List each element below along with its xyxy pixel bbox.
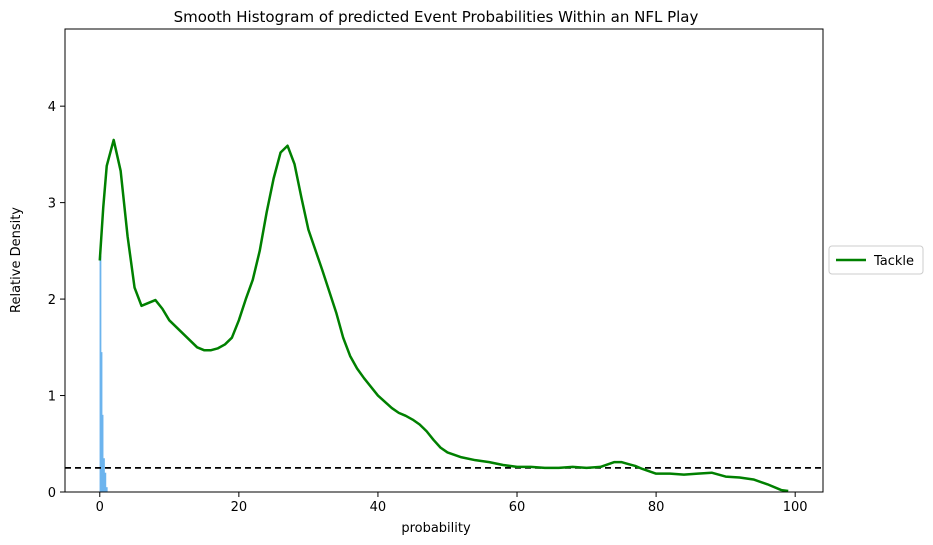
x-axis-label: probability	[401, 521, 471, 536]
legend-box	[828, 245, 924, 275]
plot-frame	[64, 28, 824, 493]
series-line-tackle	[98, 138, 789, 493]
x-axis: 0 20 40 60 80 100	[96, 492, 808, 515]
histogram-bar	[101, 414, 104, 492]
legend-label-tackle: Tackle	[873, 254, 914, 269]
x-tick-label: 80	[648, 500, 665, 515]
histogram-bar	[99, 255, 102, 492]
x-tick-label: 40	[370, 500, 387, 515]
histogram-bar	[100, 352, 103, 492]
plot-area	[65, 138, 823, 493]
y-tick-label: 1	[48, 390, 56, 405]
histogram-bar	[103, 458, 105, 492]
x-tick-label: 60	[509, 500, 526, 515]
legend: Tackle	[828, 245, 924, 275]
y-tick-label: 4	[48, 100, 56, 115]
x-tick-label: 0	[96, 500, 104, 515]
x-tick-label: 100	[783, 500, 808, 515]
y-axis-label: Relative Density	[9, 207, 24, 313]
histogram-bars	[99, 255, 108, 492]
histogram-bar	[105, 487, 108, 492]
y-tick-label: 3	[48, 197, 56, 212]
chart-title: Smooth Histogram of predicted Event Prob…	[174, 8, 699, 26]
y-tick-label: 2	[48, 293, 56, 308]
x-tick-label: 20	[231, 500, 248, 515]
y-axis: 0 1 2 3 4	[48, 100, 65, 501]
histogram-bar	[104, 472, 107, 492]
y-tick-label: 0	[48, 486, 56, 501]
